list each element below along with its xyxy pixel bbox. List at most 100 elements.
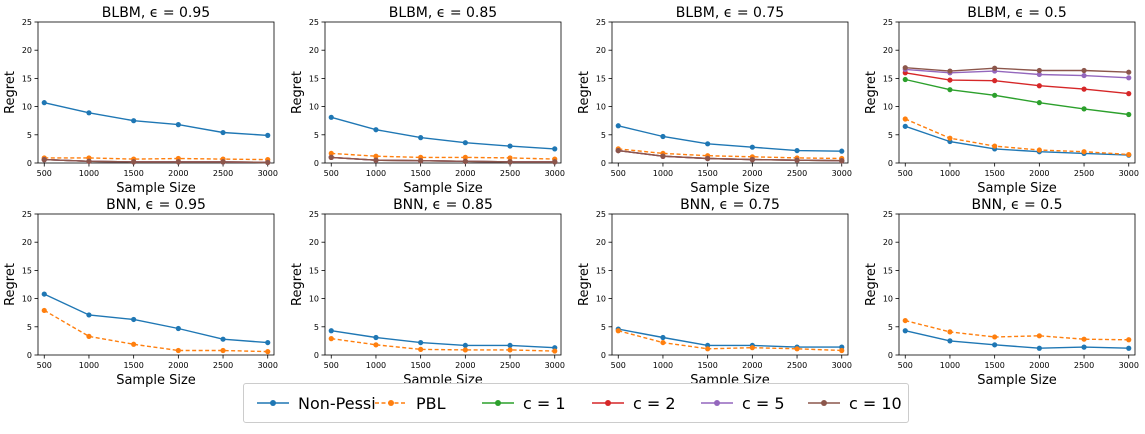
data-point	[41, 100, 47, 106]
data-point	[992, 65, 998, 71]
y-tick-label: 20	[309, 238, 319, 247]
y-tick-label: 10	[22, 295, 32, 304]
data-point	[992, 143, 998, 149]
data-point	[220, 129, 226, 136]
y-tick-label: 5	[888, 131, 893, 140]
y-tick-label: 15	[596, 266, 606, 275]
series-line-pbl	[618, 148, 842, 160]
data-point	[462, 158, 468, 164]
y-tick-label: 15	[309, 266, 319, 275]
data-point	[507, 347, 513, 353]
data-point	[1081, 336, 1087, 342]
series-line-c-5	[905, 68, 1129, 79]
x-tick-label: 500	[611, 361, 626, 370]
data-point	[992, 78, 998, 84]
y-tick-label: 5	[27, 323, 32, 332]
data-point	[265, 159, 271, 166]
y-tick-label: 0	[27, 351, 32, 360]
data-point	[175, 325, 181, 332]
legend-line-marker-icon	[701, 400, 733, 406]
series-line-pbl	[44, 157, 268, 161]
data-point	[749, 144, 755, 150]
x-tick-label: 1500	[410, 361, 430, 370]
y-axis-label: Regret	[3, 263, 18, 306]
data-point	[749, 345, 755, 351]
data-point	[1126, 337, 1132, 343]
data-point	[839, 347, 845, 354]
data-point	[373, 157, 379, 163]
x-tick-label: 3000	[545, 169, 565, 178]
x-tick-label: 500	[898, 361, 913, 370]
y-tick-label: 20	[883, 238, 893, 247]
y-tick-label: 15	[22, 266, 32, 275]
x-tick-label: 2500	[213, 361, 233, 370]
y-tick-label: 0	[888, 159, 893, 168]
x-tick-label: 3000	[832, 361, 852, 370]
data-point	[86, 110, 92, 116]
y-tick-label: 10	[309, 103, 319, 112]
y-tick-label: 25	[309, 210, 319, 219]
subplot-title: BNN, ϵ = 0.5	[972, 197, 1063, 213]
x-tick-label: 2000	[455, 361, 475, 370]
data-point	[902, 328, 908, 334]
data-point	[131, 316, 137, 323]
axes-frame	[37, 21, 275, 164]
data-point	[992, 334, 998, 340]
y-tick-label: 25	[596, 18, 606, 27]
series-line-non-pessi	[618, 125, 842, 152]
x-axis-label: Sample Size	[977, 373, 1057, 388]
data-point	[220, 159, 226, 165]
data-point	[1081, 67, 1087, 74]
data-point	[992, 92, 998, 98]
data-point	[1126, 345, 1132, 351]
x-tick-label: 500	[37, 169, 52, 178]
series-line-pbl	[618, 330, 842, 352]
data-point	[749, 157, 755, 163]
x-tick-label: 3000	[545, 361, 565, 370]
x-tick-label: 3000	[1119, 361, 1139, 370]
legend-entry: c = 1	[481, 384, 566, 422]
legend-line-marker-icon	[592, 400, 624, 406]
y-tick-label: 5	[314, 323, 319, 332]
x-tick-label: 2500	[787, 361, 807, 370]
data-point	[1036, 71, 1042, 78]
y-tick-label: 20	[22, 238, 32, 247]
data-point	[1036, 345, 1042, 351]
x-axis-label: Sample Size	[690, 181, 770, 196]
legend-entry: c = 10	[807, 384, 902, 422]
data-point	[373, 334, 379, 341]
y-tick-label: 25	[309, 18, 319, 27]
data-point	[265, 132, 271, 138]
data-point	[507, 159, 513, 165]
data-point	[462, 347, 468, 353]
data-point	[265, 349, 271, 355]
data-point	[660, 339, 666, 346]
series-line-c-10	[331, 156, 555, 163]
data-point	[86, 333, 92, 339]
legend-line-marker-icon	[375, 400, 407, 406]
y-tick-label: 10	[22, 103, 32, 112]
x-tick-label: 1000	[366, 361, 386, 370]
data-point	[1036, 83, 1042, 89]
y-tick-label: 0	[601, 351, 606, 360]
y-tick-label: 10	[596, 103, 606, 112]
x-tick-label: 2000	[742, 169, 762, 178]
x-tick-label: 1000	[79, 361, 99, 370]
data-point	[328, 336, 334, 342]
data-point	[1036, 67, 1042, 74]
y-tick-label: 20	[22, 46, 32, 55]
legend-label: PBL	[416, 393, 446, 413]
y-tick-label: 15	[596, 74, 606, 83]
series-line-non-pessi	[44, 293, 268, 344]
data-point	[373, 153, 379, 159]
x-tick-label: 500	[37, 361, 52, 370]
x-tick-label: 2500	[1074, 169, 1094, 178]
x-axis-label: Sample Size	[116, 181, 196, 196]
axes-frame	[37, 213, 275, 356]
x-tick-label: 3000	[258, 169, 278, 178]
y-axis-label: Regret	[290, 263, 305, 306]
subplot-8: BNN, ϵ = 0.5 0 5 10 15 20 25 500 1000 1500 2000 250…	[864, 197, 1139, 388]
series-line-pbl	[905, 319, 1129, 341]
y-tick-label: 20	[309, 46, 319, 55]
legend-label: c = 5	[742, 393, 785, 413]
